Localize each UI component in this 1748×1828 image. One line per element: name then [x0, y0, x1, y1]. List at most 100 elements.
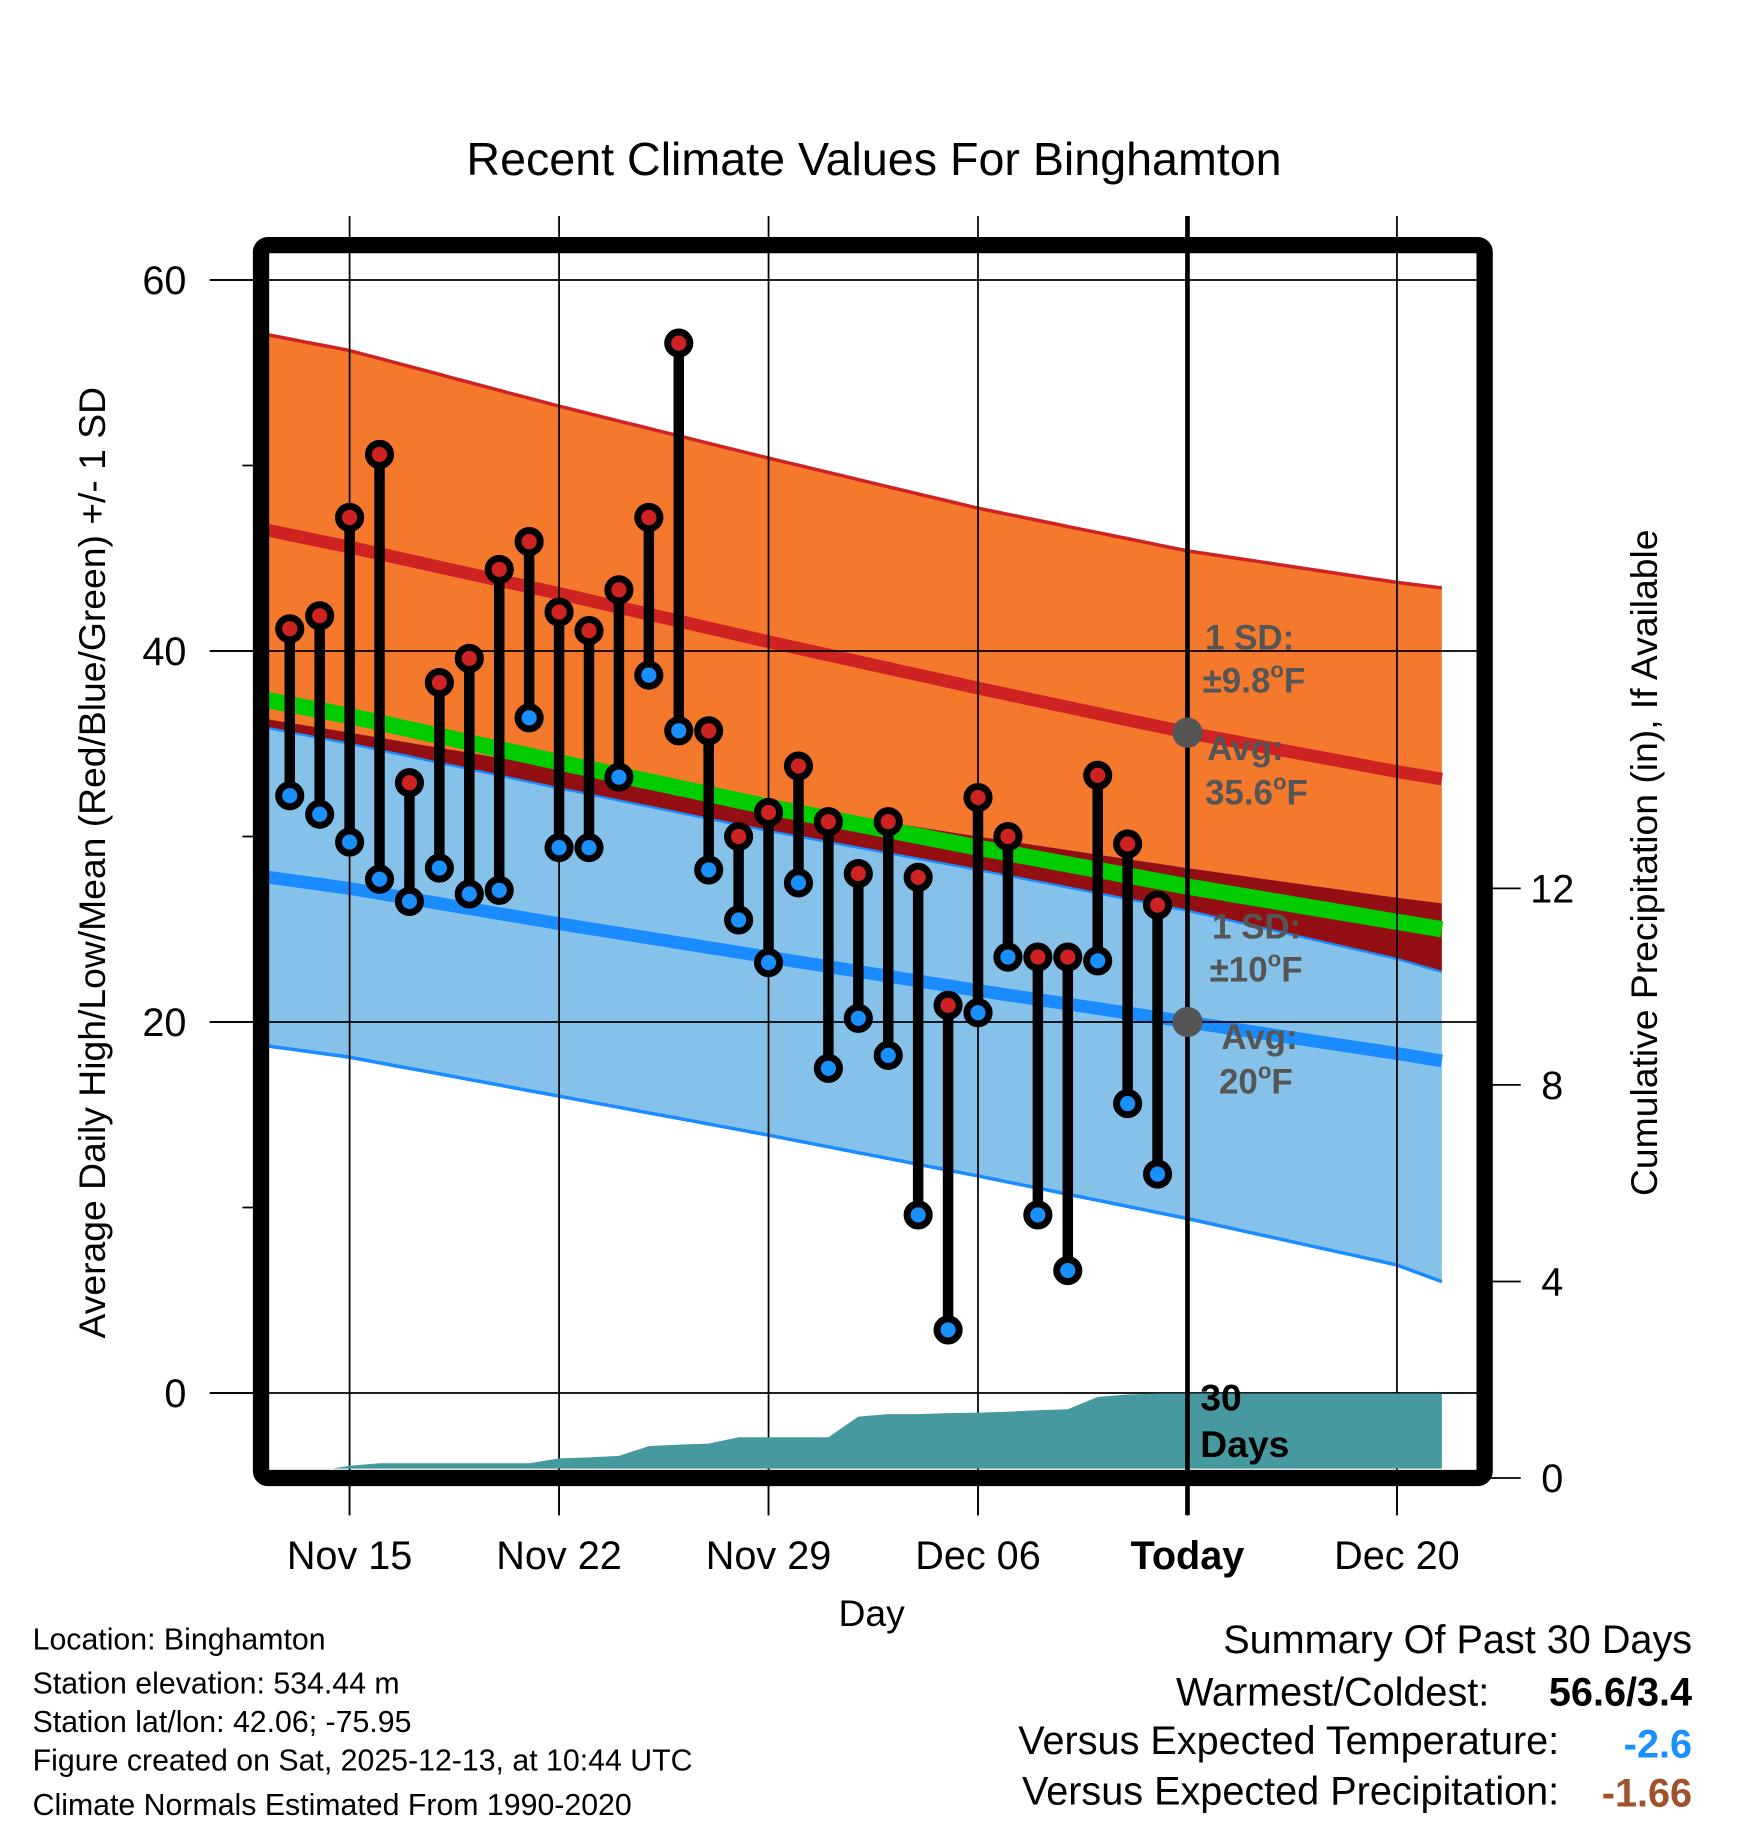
- high-marker: [813, 807, 843, 837]
- high-marker: [484, 554, 514, 584]
- daily-stem-nov-29: [753, 797, 784, 978]
- high-marker: [514, 527, 544, 557]
- high-marker: [1113, 829, 1143, 859]
- low-marker: [394, 886, 425, 916]
- low-marker: [544, 833, 574, 863]
- high-average-line: [268, 523, 1443, 786]
- days-word-label: Days: [1200, 1423, 1289, 1465]
- daily-stem-dec-08: [1023, 942, 1053, 1230]
- low-marker: [574, 833, 604, 863]
- high-upper-line: [268, 333, 1443, 590]
- left-axis: 0 20 40 60: [142, 259, 262, 1416]
- low-marker: [484, 875, 514, 905]
- info-location: Location: Binghamton: [33, 1623, 326, 1656]
- high-marker: [993, 821, 1023, 852]
- high-marker: [933, 990, 963, 1020]
- low-marker: [753, 948, 784, 978]
- daily-stem-dec-12: [1142, 890, 1173, 1189]
- daily-stem-nov-15: [335, 502, 365, 857]
- high-marker: [335, 502, 365, 533]
- high-marker: [275, 614, 305, 644]
- high-marker: [963, 782, 993, 813]
- low-marker: [694, 855, 724, 885]
- high-marker: [305, 601, 335, 631]
- high-marker: [574, 616, 604, 646]
- daily-stem-dec-03: [873, 807, 903, 1070]
- y2-tick-label: 4: [1541, 1260, 1563, 1304]
- low-marker: [454, 879, 484, 909]
- daily-stem-nov-27: [694, 716, 724, 885]
- low-marker: [424, 853, 454, 883]
- low-marker: [514, 703, 544, 733]
- low-marker: [724, 905, 754, 935]
- precip-area: [268, 1393, 1442, 1469]
- chart-title: Recent Climate Values For Binghamton: [466, 133, 1281, 185]
- x-tick-label: Dec 06: [915, 1534, 1041, 1578]
- high-marker: [1053, 942, 1083, 972]
- daily-stem-nov-25: [634, 502, 664, 690]
- x-tick-label: Nov 15: [287, 1534, 413, 1578]
- summary-temp-value: -2.6: [1624, 1723, 1692, 1767]
- high-sd-value: ±9.8oF: [1203, 657, 1306, 700]
- low-avg-today-dot: [1172, 1006, 1203, 1038]
- x-tick-label: Nov 22: [496, 1534, 622, 1578]
- daily-stem-dec-07: [993, 821, 1023, 972]
- daily-stem-nov-17: [394, 768, 425, 916]
- daily-stem-dec-06: [963, 782, 993, 1028]
- daily-stem-nov-13: [275, 614, 305, 811]
- daily-stem-nov-18: [424, 667, 454, 883]
- y2-tick-label: 12: [1530, 867, 1574, 911]
- high-marker: [783, 751, 814, 781]
- low-marker: [873, 1040, 903, 1070]
- daily-stem-dec-09: [1053, 942, 1083, 1286]
- daily-stems: [275, 328, 1173, 1345]
- y-tick-label: 20: [142, 1001, 186, 1045]
- info-created: Figure created on Sat, 2025-12-13, at 10…: [33, 1745, 693, 1778]
- plot-frame: [252, 236, 1493, 1487]
- low-marker: [783, 868, 814, 898]
- x-tick-label: Nov 29: [706, 1534, 832, 1578]
- high-avg-value: 35.6oF: [1205, 769, 1308, 812]
- summary-title: Summary Of Past 30 Days: [1223, 1618, 1692, 1662]
- summary-panel: Summary Of Past 30 Days Warmest/Coldest:…: [1018, 1618, 1692, 1816]
- summary-temp-label: Versus Expected Temperature:: [1018, 1719, 1559, 1763]
- high-marker: [604, 575, 634, 605]
- low-marker: [813, 1053, 843, 1083]
- station-info: Location: Binghamton Station elevation: …: [33, 1623, 693, 1821]
- high-marker: [544, 597, 574, 627]
- days-count-label: 30: [1200, 1376, 1241, 1418]
- daily-stem-dec-11: [1113, 829, 1143, 1119]
- y-axis-title: Average Daily High/Low/Mean (Red/Blue/Gr…: [71, 387, 113, 1338]
- high-marker: [873, 807, 903, 837]
- low-marker: [634, 660, 664, 690]
- low-marker: [1113, 1089, 1143, 1119]
- y2-tick-label: 8: [1541, 1064, 1563, 1108]
- low-marker: [275, 781, 305, 811]
- low-marker: [364, 864, 395, 894]
- y2-axis-title: Cumulative Precipitation (in), If Availa…: [1623, 529, 1665, 1196]
- low-marker: [335, 827, 365, 857]
- high-marker: [753, 797, 784, 827]
- high-marker: [364, 439, 395, 469]
- high-marker: [634, 502, 664, 533]
- high-marker: [903, 862, 933, 892]
- x-axis-title: Day: [839, 1592, 906, 1634]
- low-sd-label: 1 SD:: [1212, 907, 1301, 946]
- daily-stem-dec-02: [843, 859, 873, 1033]
- info-normals: Climate Normals Estimated From 1990-2020: [33, 1789, 632, 1822]
- high-avg-today-dot: [1172, 717, 1203, 748]
- daily-stem-nov-20: [484, 554, 514, 905]
- x-tick-label: Dec 20: [1334, 1534, 1460, 1578]
- high-marker: [394, 768, 425, 798]
- daily-stem-dec-05: [933, 990, 963, 1345]
- high-marker: [694, 716, 724, 746]
- high-marker: [1083, 760, 1113, 790]
- daily-stem-nov-16: [364, 439, 395, 894]
- low-marker: [1053, 1255, 1083, 1286]
- summary-warmest-coldest-value: 56.6/3.4: [1549, 1670, 1692, 1714]
- daily-stem-nov-23: [574, 616, 604, 863]
- low-marker: [903, 1200, 933, 1230]
- low-marker: [933, 1315, 963, 1345]
- high-avg-label: Avg:: [1207, 729, 1283, 768]
